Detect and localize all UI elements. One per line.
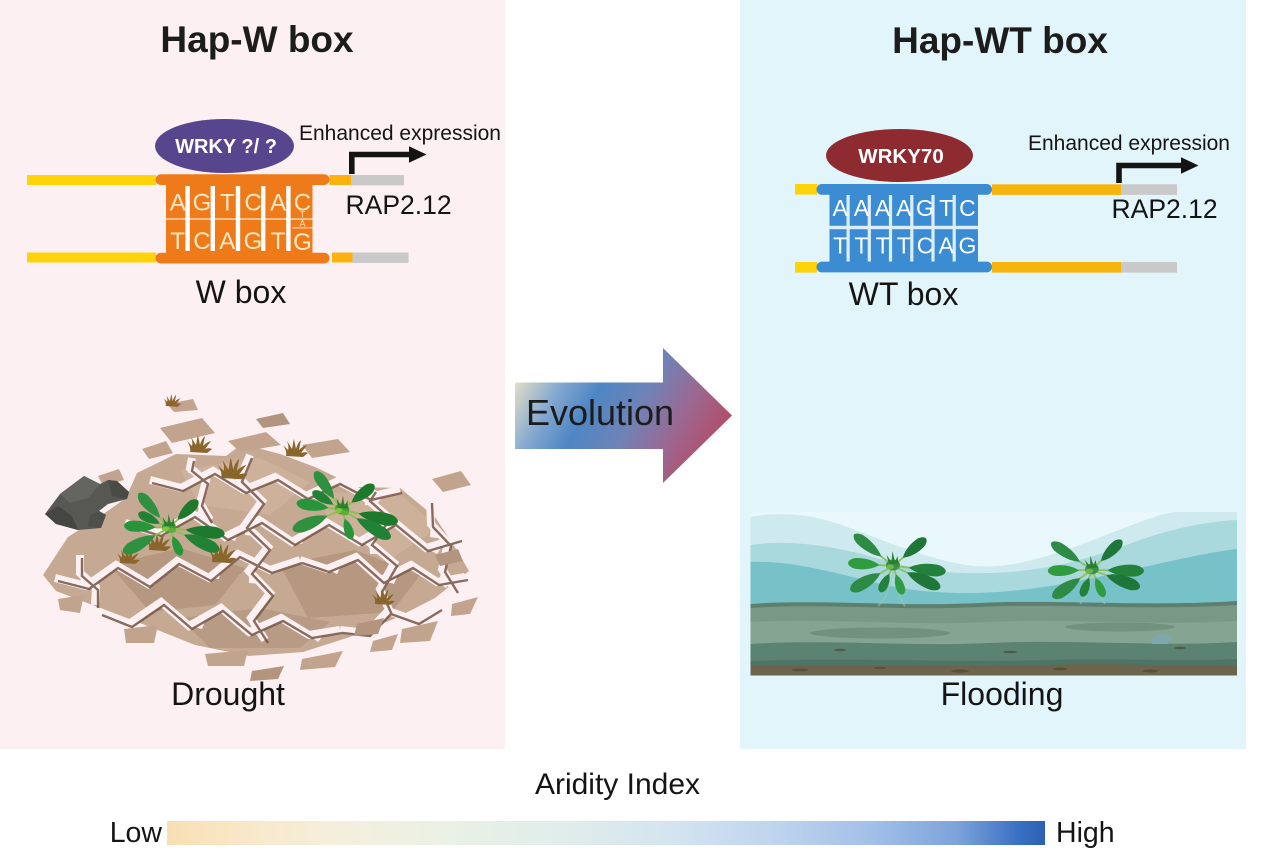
svg-text:Hap-W box: Hap-W box: [160, 19, 354, 60]
svg-text:T: T: [897, 233, 911, 259]
svg-text:WRKY ?/ ?: WRKY ?/ ?: [175, 136, 277, 158]
svg-text:Aridity Index: Aridity Index: [535, 768, 700, 801]
svg-text:C: C: [244, 190, 261, 217]
svg-text:T: T: [170, 228, 185, 255]
svg-text:T: T: [833, 233, 847, 259]
svg-text:A: A: [854, 195, 870, 221]
svg-text:C: C: [959, 195, 976, 221]
svg-text:Enhanced expression: Enhanced expression: [299, 122, 501, 145]
svg-text:C: C: [917, 233, 934, 259]
svg-text:W box: W box: [196, 274, 287, 310]
svg-text:Hap-WT box: Hap-WT box: [892, 20, 1108, 61]
svg-text:C: C: [294, 190, 311, 217]
svg-text:G: G: [958, 233, 976, 259]
svg-text:T: T: [876, 233, 890, 259]
svg-text:A: A: [170, 190, 186, 217]
svg-text:T: T: [271, 228, 286, 255]
svg-text:G: G: [193, 190, 212, 217]
svg-text:A: A: [219, 228, 235, 255]
svg-text:A: A: [299, 219, 305, 229]
svg-text:C: C: [193, 228, 210, 255]
svg-text:Enhanced expression: Enhanced expression: [1028, 132, 1230, 155]
svg-text:Drought: Drought: [171, 676, 285, 712]
svg-text:WT box: WT box: [849, 276, 959, 312]
svg-text:T: T: [300, 210, 306, 220]
svg-text:A: A: [939, 233, 955, 259]
svg-text:WRKY70: WRKY70: [858, 145, 943, 168]
svg-text:T: T: [939, 195, 953, 221]
svg-text:RAP2.12: RAP2.12: [1112, 194, 1218, 224]
svg-text:Evolution: Evolution: [526, 392, 674, 433]
svg-text:A: A: [833, 195, 849, 221]
svg-text:G: G: [244, 228, 263, 255]
svg-text:G: G: [293, 229, 312, 256]
svg-text:A: A: [875, 195, 891, 221]
svg-text:Low: Low: [110, 817, 163, 849]
svg-text:G: G: [916, 195, 934, 221]
svg-text:High: High: [1056, 817, 1115, 849]
svg-text:A: A: [270, 190, 286, 217]
svg-text:A: A: [896, 195, 912, 221]
svg-text:Flooding: Flooding: [941, 676, 1064, 712]
svg-text:T: T: [220, 190, 235, 217]
svg-text:RAP2.12: RAP2.12: [346, 190, 452, 220]
svg-text:T: T: [854, 233, 868, 259]
